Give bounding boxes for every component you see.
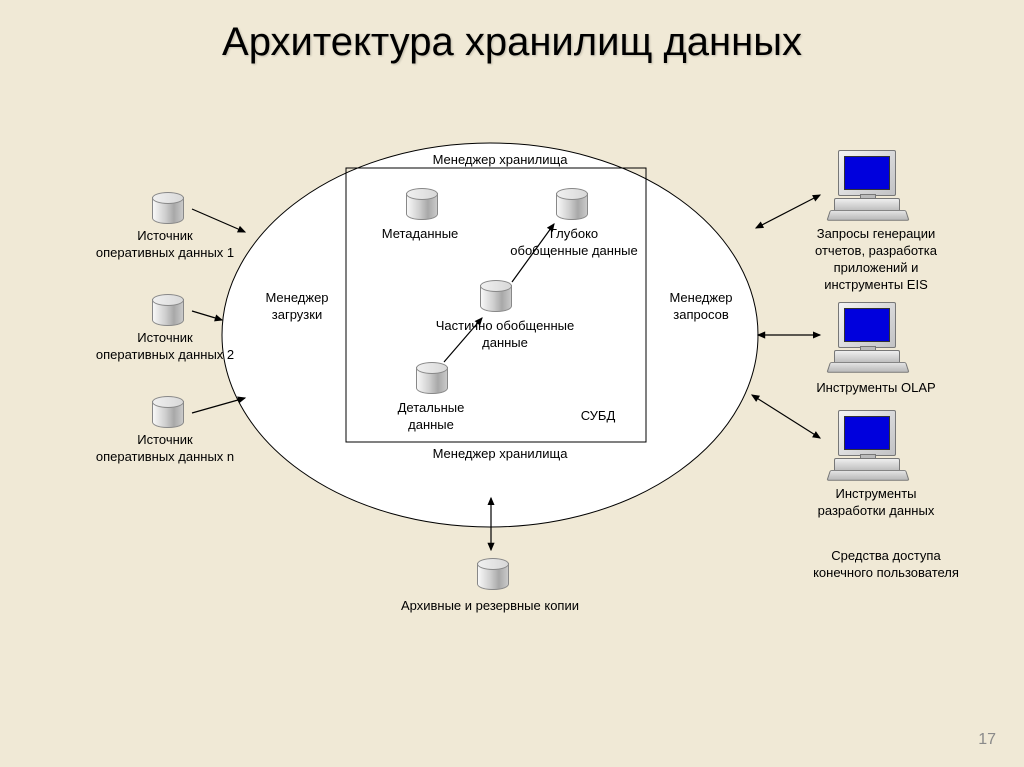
page-number: 17 bbox=[978, 731, 996, 749]
label-end-user: Средства доступа конечного пользователя bbox=[796, 548, 976, 582]
cylinder-partial-icon bbox=[480, 280, 510, 310]
label-deep: Глубоко обобщенные данные bbox=[502, 226, 646, 260]
label-warehouse-mgr-top: Менеджер хранилища bbox=[400, 152, 600, 169]
label-dev-tools: Инструменты разработки данных bbox=[796, 486, 956, 520]
slide: Архитектура хранилищ данных Источник опе… bbox=[0, 0, 1024, 767]
label-query-manager: Менеджер запросов bbox=[658, 290, 744, 324]
label-source-n: Источник оперативных данных n bbox=[90, 432, 240, 466]
cylinder-deep-icon bbox=[556, 188, 586, 218]
cylinder-metadata-icon bbox=[406, 188, 436, 218]
slide-title: Архитектура хранилищ данных bbox=[0, 20, 1024, 65]
label-partial: Частично обобщенные данные bbox=[420, 318, 590, 352]
computer-reports-icon bbox=[830, 150, 904, 222]
label-load-manager: Менеджер загрузки bbox=[252, 290, 342, 324]
computer-olap-icon bbox=[830, 302, 904, 374]
cylinder-source-1-icon bbox=[152, 192, 182, 222]
cylinder-archive-icon bbox=[477, 558, 507, 588]
label-source-2: Источник оперативных данных 2 bbox=[90, 330, 240, 364]
label-detailed: Детальные данные bbox=[378, 400, 484, 434]
cylinder-detailed-icon bbox=[416, 362, 446, 392]
label-archive: Архивные и резервные копии bbox=[380, 598, 600, 615]
cylinder-source-n-icon bbox=[152, 396, 182, 426]
computer-dev-icon bbox=[830, 410, 904, 482]
label-reports: Запросы генерации отчетов, разработка пр… bbox=[796, 226, 956, 294]
label-source-1: Источник оперативных данных 1 bbox=[90, 228, 240, 262]
label-warehouse-mgr-bottom: Менеджер хранилища bbox=[400, 446, 600, 463]
label-metadata: Метаданные bbox=[370, 226, 470, 243]
label-dbms: СУБД bbox=[568, 408, 628, 425]
cylinder-source-2-icon bbox=[152, 294, 182, 324]
label-olap: Инструменты OLAP bbox=[796, 380, 956, 397]
